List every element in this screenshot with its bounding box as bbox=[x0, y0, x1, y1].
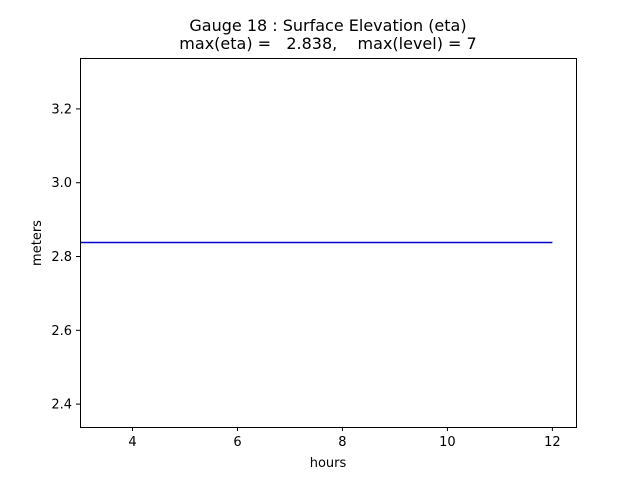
y-tick-label: 3.2 bbox=[51, 102, 72, 117]
plot-area-frame bbox=[80, 58, 577, 428]
x-ticks: 4 6 8 10 12 bbox=[128, 427, 561, 450]
x-tick-label: 8 bbox=[338, 435, 346, 450]
chart-title: Gauge 18 : Surface Elevation (eta) bbox=[189, 16, 467, 35]
y-tick-label: 2.6 bbox=[51, 324, 72, 339]
x-axis-label: hours bbox=[310, 456, 347, 471]
y-tick-label: 3.0 bbox=[51, 176, 72, 191]
x-tick-label: 4 bbox=[128, 435, 136, 450]
y-tick-label: 2.8 bbox=[51, 250, 72, 265]
y-tick-label: 2.4 bbox=[51, 398, 72, 413]
y-axis-label: meters bbox=[30, 220, 45, 266]
chart-subtitle: max(eta) = 2.838, max(level) = 7 bbox=[179, 34, 477, 53]
x-tick-label: 10 bbox=[439, 435, 456, 450]
y-ticks: 2.4 2.6 2.8 3.0 3.2 bbox=[51, 102, 80, 413]
x-tick-label: 12 bbox=[544, 435, 561, 450]
x-tick-label: 6 bbox=[233, 435, 241, 450]
